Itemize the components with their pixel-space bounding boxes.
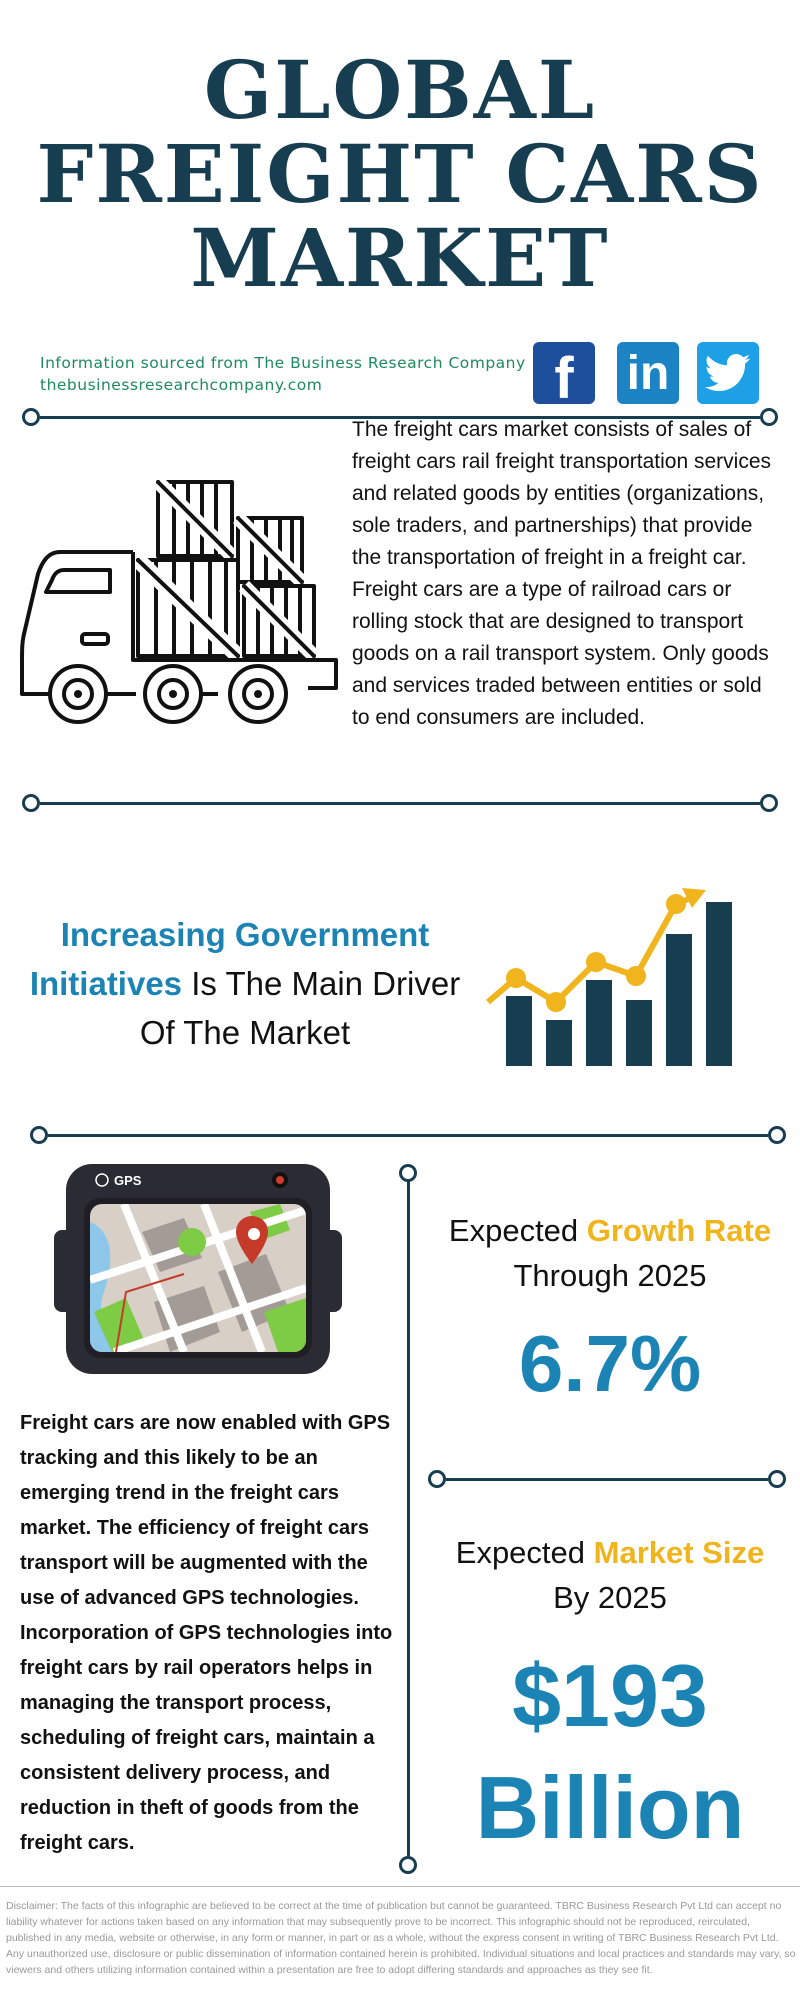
- driver-rest: Is The Main Driver Of The Market: [139, 965, 461, 1051]
- market-size-highlight: Market Size: [593, 1535, 765, 1570]
- divider-vertical-bottom-dot: [399, 1856, 417, 1874]
- footer-divider: [0, 1886, 800, 1887]
- market-description: The freight cars market consists of sale…: [352, 418, 772, 729]
- title-line-3: MARKET: [190, 211, 610, 305]
- twitter-bird-icon: [705, 354, 751, 392]
- growth-rate-label: Expected Growth Rate Through 2025: [420, 1208, 800, 1298]
- divider-top: [40, 416, 760, 419]
- facebook-icon[interactable]: f: [533, 342, 595, 411]
- divider-lower: [48, 1134, 768, 1137]
- market-size-amount: $193: [512, 1646, 708, 1745]
- title-line-2: FREIGHT CARS: [36, 127, 764, 221]
- divider-vertical-top-dot: [399, 1164, 417, 1182]
- market-size-period: By 2025: [553, 1580, 667, 1615]
- twitter-icon[interactable]: [697, 342, 759, 404]
- growth-prefix: Expected: [448, 1213, 587, 1248]
- market-size-unit: Billion: [475, 1758, 745, 1857]
- source-url[interactable]: thebusinessresearchcompany.com: [40, 376, 323, 394]
- freight-truck-icon: [20, 477, 338, 724]
- gps-device-icon: GPS: [54, 1164, 342, 1374]
- market-size-value: $193 Billion: [420, 1640, 800, 1864]
- page-title: GLOBAL FREIGHT CARS MARKET: [0, 48, 800, 300]
- divider-lower-right-dot: [768, 1126, 786, 1144]
- growth-highlight: Growth Rate: [586, 1213, 772, 1248]
- source-info: Information sourced from The Business Re…: [40, 352, 526, 396]
- divider-stats-right-dot: [768, 1470, 786, 1488]
- divider-stats: [446, 1478, 768, 1481]
- divider-middle: [40, 802, 760, 805]
- title-line-1: GLOBAL: [203, 43, 597, 137]
- divider-lower-left-dot: [30, 1126, 48, 1144]
- divider-middle-right-dot: [760, 794, 778, 812]
- growth-chart-icon: [486, 888, 732, 1066]
- linkedin-icon[interactable]: in: [617, 342, 679, 404]
- gps-trend-text: Freight cars are now enabled with GPS tr…: [20, 1412, 393, 1854]
- divider-top-right-dot: [760, 408, 778, 426]
- market-size-label: Expected Market Size By 2025: [420, 1530, 800, 1620]
- market-size-prefix: Expected: [455, 1535, 594, 1570]
- linkedin-glyph: in: [626, 346, 670, 400]
- facebook-glyph: f: [554, 345, 574, 411]
- divider-middle-left-dot: [22, 794, 40, 812]
- divider-stats-left-dot: [428, 1470, 446, 1488]
- divider-top-left-dot: [22, 408, 40, 426]
- disclaimer-text: Disclaimer: The facts of this infographi…: [6, 1900, 796, 1976]
- divider-vertical: [407, 1181, 410, 1856]
- source-line: Information sourced from The Business Re…: [40, 354, 526, 372]
- market-driver: Increasing Government Initiatives Is The…: [20, 910, 470, 1057]
- growth-rate-value: 6.7%: [518, 1319, 702, 1408]
- gps-badge: GPS: [114, 1173, 142, 1188]
- driver-highlight: Increasing Government Initiatives: [29, 916, 430, 1002]
- growth-period: Through 2025: [513, 1258, 707, 1293]
